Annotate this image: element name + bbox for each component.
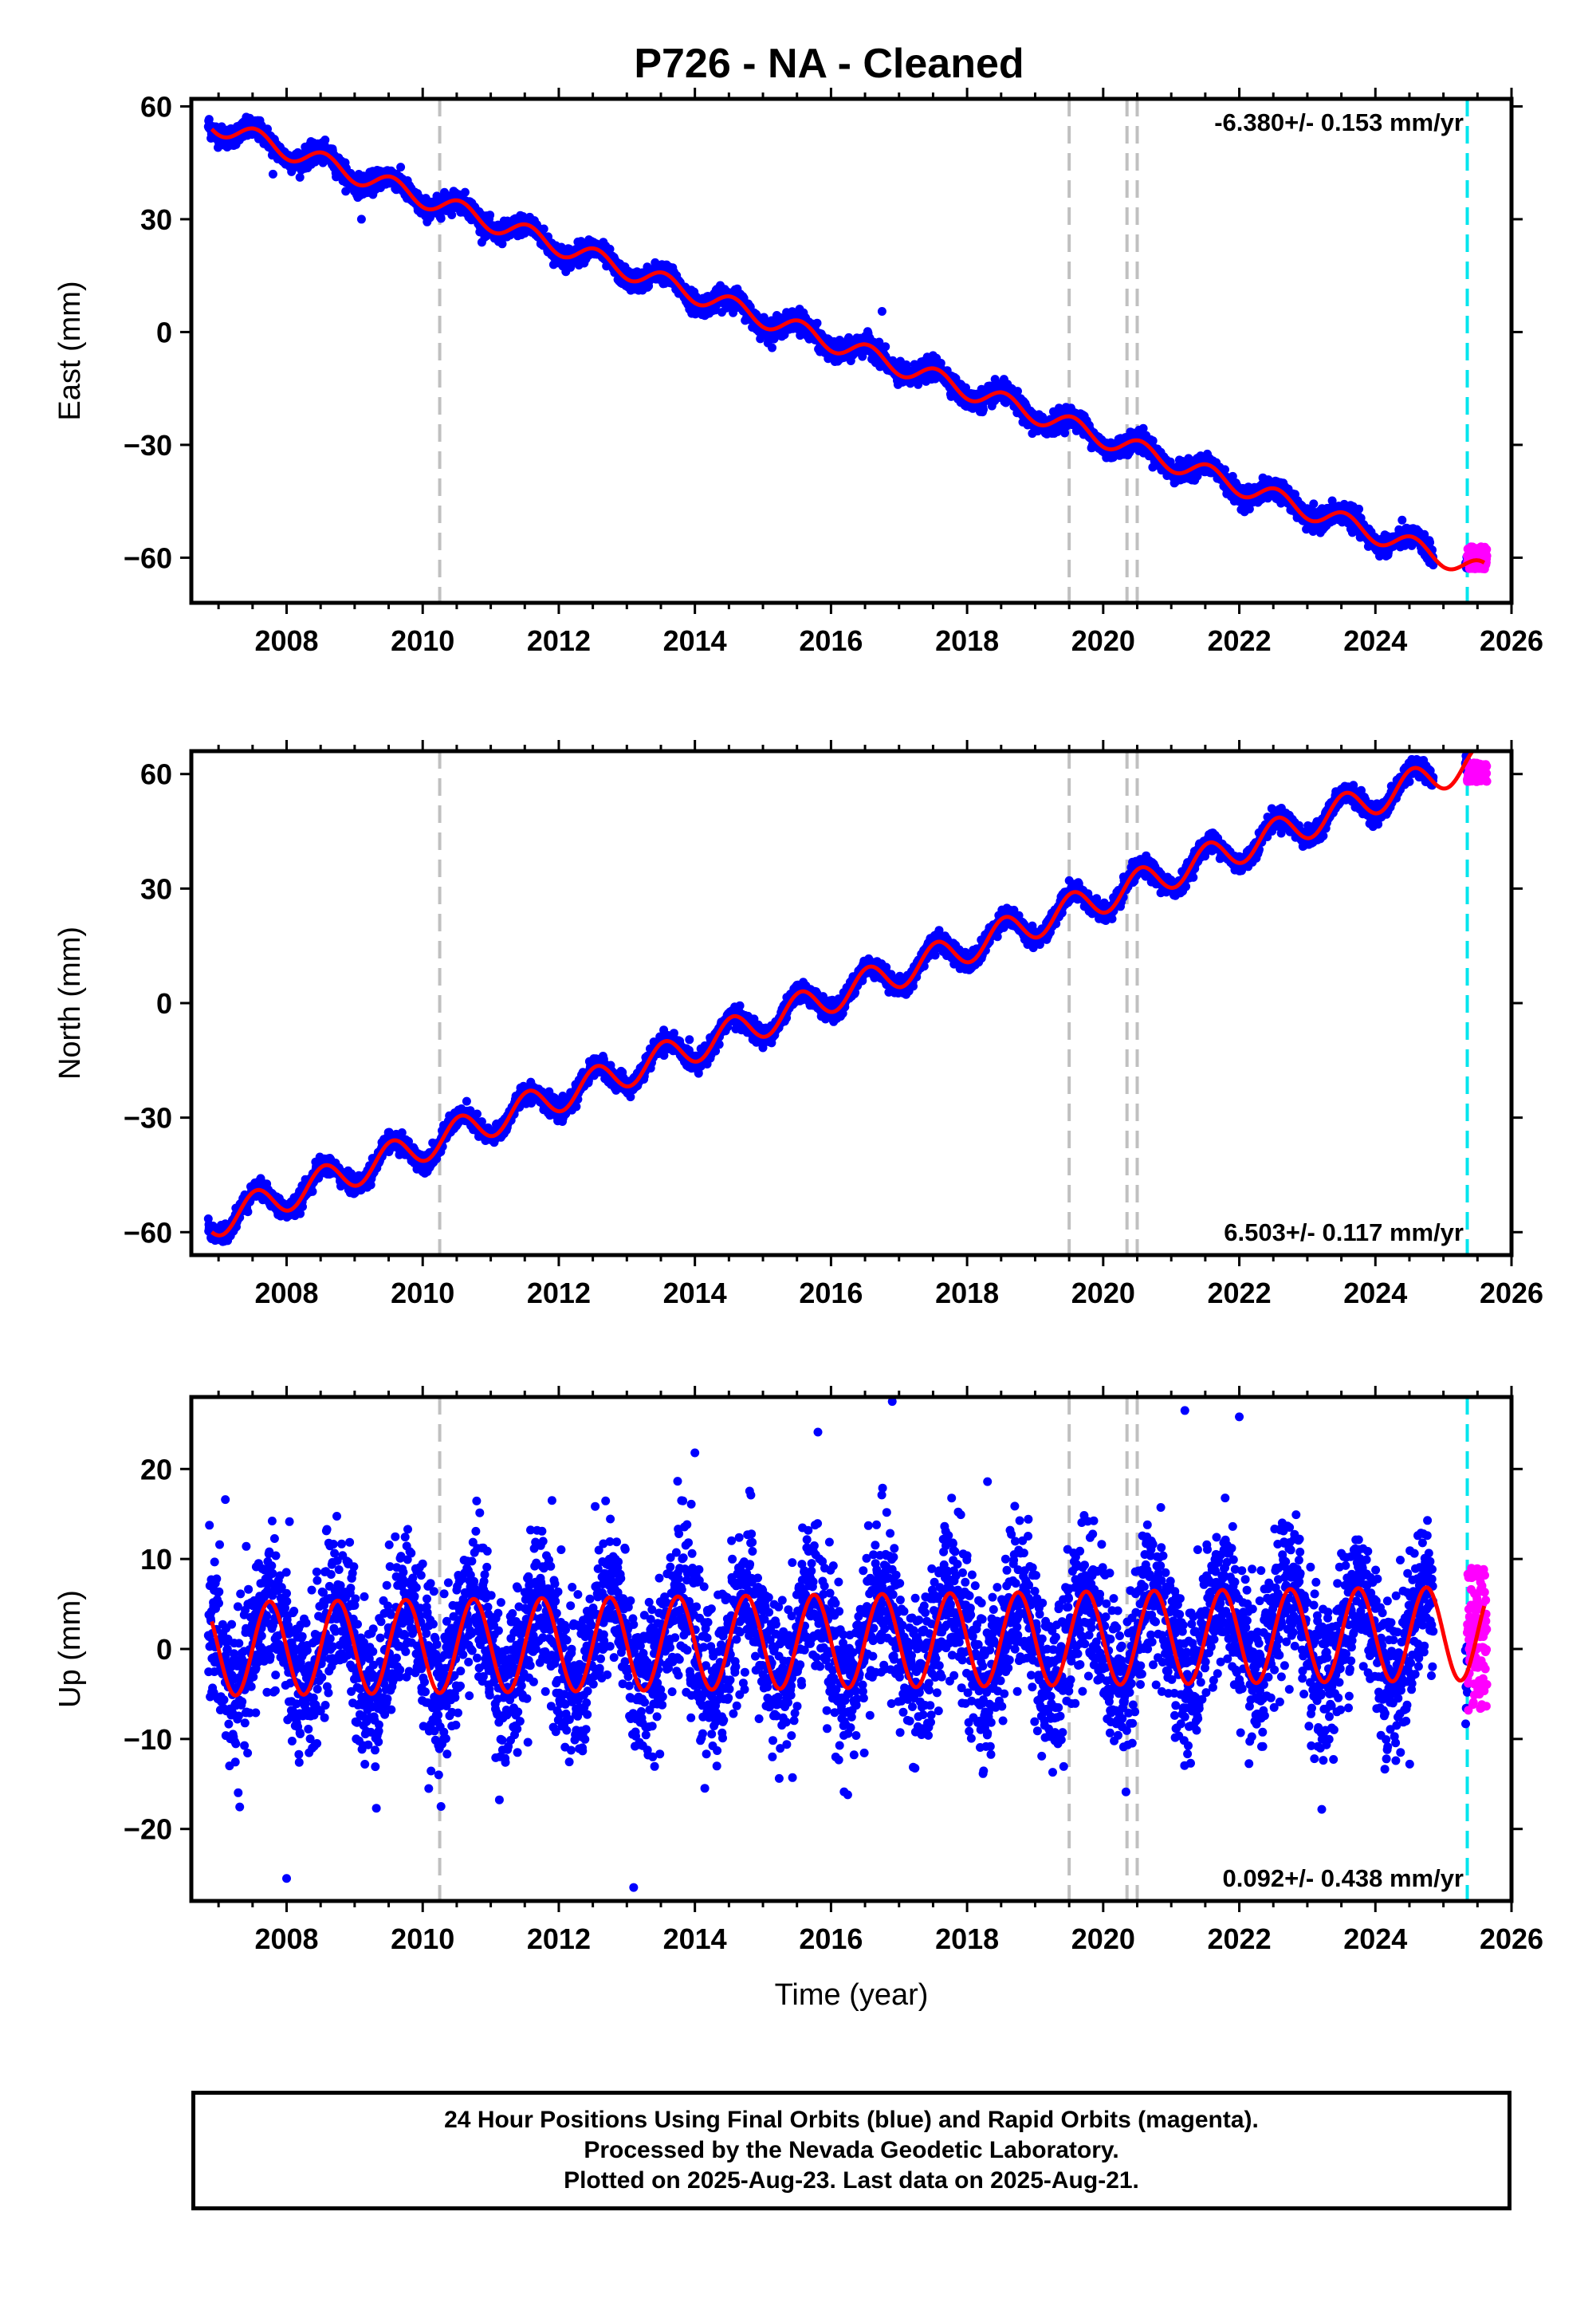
final-orbit-point bbox=[497, 239, 507, 249]
x-tick-label: 2024 bbox=[1343, 624, 1407, 657]
chart-title: P726 - NA - Cleaned bbox=[634, 41, 1024, 87]
final-orbit-point bbox=[1354, 504, 1364, 514]
y-tick-label: −60 bbox=[124, 541, 172, 574]
y-tick-label: 0 bbox=[156, 316, 172, 348]
y-axis-label: East (mm) bbox=[53, 281, 87, 420]
final-orbit-point bbox=[1309, 499, 1319, 509]
y-tick-label: −30 bbox=[124, 429, 172, 462]
final-orbit-point bbox=[768, 343, 776, 352]
outlier-point bbox=[268, 169, 277, 179]
outlier-point bbox=[356, 214, 366, 224]
x-tick-label: 2020 bbox=[1071, 624, 1135, 657]
plot-area bbox=[203, 99, 1492, 603]
final-orbit-points bbox=[203, 112, 1472, 573]
final-orbit-point bbox=[539, 224, 548, 234]
final-orbit-point bbox=[460, 187, 470, 197]
final-orbit-point bbox=[263, 124, 272, 134]
final-orbit-point bbox=[295, 172, 305, 182]
panel-north: 2008 2010 2012 2014 2016 2018 2020 2022 2024 2026… bbox=[53, 740, 1543, 1309]
final-orbit-point bbox=[485, 211, 495, 220]
x-tick-label: 2022 bbox=[1208, 624, 1272, 657]
final-orbit-point bbox=[447, 211, 457, 219]
velocity-label: -6.380+/- 0.153 mm/yr bbox=[1214, 108, 1464, 136]
final-orbit-point bbox=[1221, 465, 1229, 474]
x-tick-label: 2012 bbox=[527, 624, 591, 657]
plot-area bbox=[203, 751, 1492, 1255]
final-orbit-point bbox=[881, 342, 890, 352]
final-orbit-point bbox=[396, 163, 406, 172]
final-orbit-point bbox=[979, 405, 988, 415]
x-tick-label: 2014 bbox=[663, 624, 727, 657]
x-tick-label: 2026 bbox=[1480, 624, 1543, 657]
x-tick-label: 2008 bbox=[254, 624, 318, 657]
panel-east: 2008 2010 2012 2014 2016 2018 2020 2022 2024 2026… bbox=[53, 88, 1543, 657]
y-tick-label: 60 bbox=[140, 90, 172, 123]
final-orbit-point bbox=[436, 214, 446, 223]
x-tick-label: 2016 bbox=[799, 624, 863, 657]
final-orbit-point bbox=[812, 318, 822, 328]
outlier-point bbox=[877, 306, 886, 316]
rapid-orbit-points bbox=[1463, 542, 1492, 573]
final-orbit-point bbox=[1397, 515, 1407, 525]
final-orbit-points bbox=[203, 751, 1472, 1246]
x-tick-label: 2018 bbox=[935, 624, 999, 657]
final-orbit-point bbox=[320, 136, 330, 144]
x-tick-label: 2010 bbox=[391, 624, 454, 657]
y-tick-label: 30 bbox=[140, 203, 172, 236]
final-orbit-point bbox=[605, 244, 615, 254]
rapid-orbit-point bbox=[1482, 551, 1492, 561]
